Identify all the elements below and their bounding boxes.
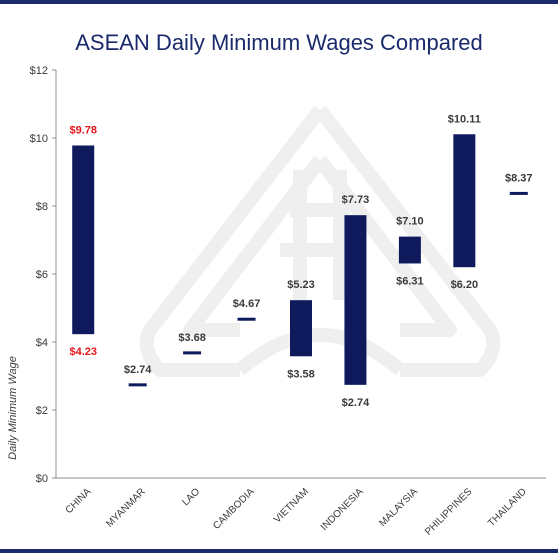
y-tick-label: $2 <box>36 405 48 417</box>
high-value-label: $9.78 <box>69 124 97 136</box>
x-tick-label: INDONESIA <box>319 486 366 533</box>
x-tick-label: PHILIPPINES <box>423 486 475 538</box>
x-tick-label: CHINA <box>64 486 94 516</box>
low-value-label: $6.31 <box>396 275 424 287</box>
range-bars <box>72 134 528 387</box>
range-bar-china <box>72 145 95 335</box>
x-tick-label: LAO <box>180 486 202 508</box>
high-value-label: $3.68 <box>178 332 206 344</box>
x-tick-label: VIETNAM <box>272 486 311 525</box>
high-value-label: $4.67 <box>233 298 261 310</box>
y-axis-label: Daily Minimum Wage <box>7 356 19 460</box>
y-tick-label: $8 <box>36 201 48 213</box>
low-value-label: $3.58 <box>287 368 315 380</box>
x-tick-label: MYANMAR <box>104 486 147 529</box>
range-bar-indonesia <box>344 215 367 385</box>
range-bar-philippines <box>453 134 476 268</box>
high-value-label: $2.74 <box>124 364 152 376</box>
high-value-label: $5.23 <box>287 279 315 291</box>
low-value-label: $6.20 <box>451 279 479 291</box>
high-value-label: $7.73 <box>342 194 370 206</box>
y-ticks: $0 $2 $4 $6 $8 $10 $12 <box>30 65 56 485</box>
bottom-border <box>0 549 558 553</box>
low-value-label: $4.23 <box>69 346 97 358</box>
range-bar-thailand <box>509 191 528 195</box>
y-tick-label: $4 <box>36 337 48 349</box>
chart-title: ASEAN Daily Minimum Wages Compared <box>75 30 483 55</box>
top-border <box>0 0 558 4</box>
range-bar-malaysia <box>398 236 421 264</box>
range-bar-vietnam <box>290 300 312 357</box>
y-tick-label: $10 <box>30 133 48 145</box>
y-tick-label: $0 <box>36 473 48 485</box>
range-bar-myanmar <box>128 383 147 387</box>
x-ticks: CHINA MYANMAR LAO CAMBODIA VIETNAM INDONESIA M… <box>64 486 529 538</box>
x-tick-label: CAMBODIA <box>211 486 257 532</box>
x-tick-label: THAILAND <box>486 486 529 529</box>
y-tick-label: $12 <box>30 65 48 77</box>
high-value-label: $7.10 <box>396 216 424 228</box>
value-labels: $9.78 $4.23 $2.74 $3.68 $4.67 $5.23 $3.58 $7.73… <box>69 113 532 409</box>
range-bar-cambodia <box>237 317 256 321</box>
range-bar-lao <box>183 351 202 355</box>
high-value-label: $8.37 <box>505 172 533 184</box>
x-tick-label: MALAYSIA <box>377 486 420 529</box>
low-value-label: $2.74 <box>342 397 370 409</box>
y-tick-label: $6 <box>36 269 48 281</box>
high-value-label: $10.11 <box>448 113 481 125</box>
